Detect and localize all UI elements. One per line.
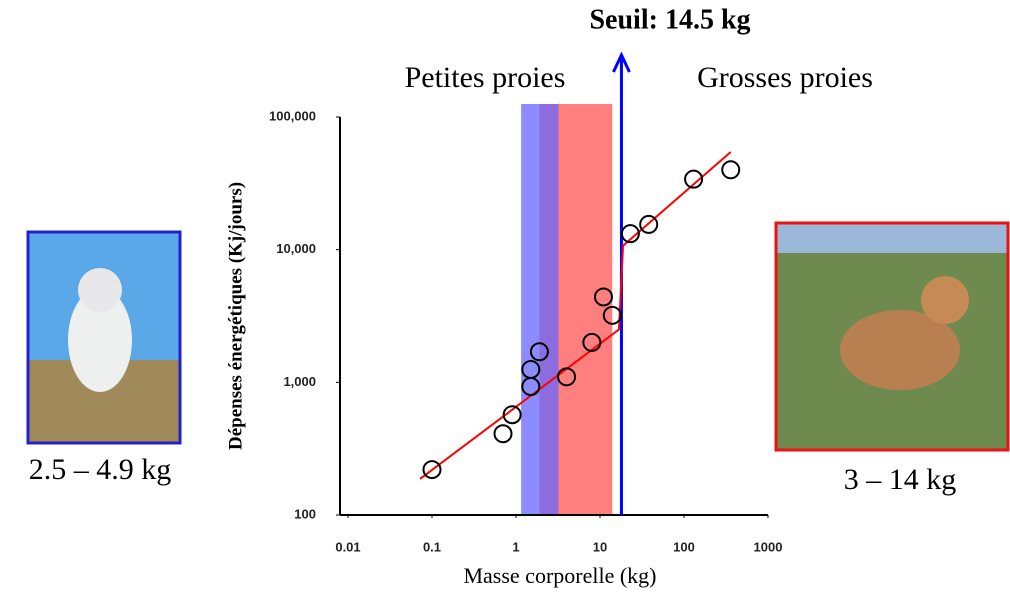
x-tick-label: 0.1 [423,539,441,554]
red-fox-photo [774,221,1010,452]
caption: 3 – 14 kg [844,463,957,496]
annotation: Grosses proies [697,61,873,94]
fit-line [419,151,732,480]
fox-head [78,268,122,312]
y-tick-label: 100,000 [269,108,316,123]
x-tick-label: 100 [673,539,695,554]
fox-head [921,276,969,324]
prey-band [521,104,559,515]
photo-frame [774,221,1010,452]
threshold-arrowhead [612,51,631,73]
data-point [721,160,741,180]
data-point [602,305,622,325]
x-tick-label: 10 [593,539,607,554]
x-tick-label: 1000 [754,539,783,554]
y-axis-label: Dépenses énergétiques (Kj/jours) [225,182,246,450]
x-axis-label: Masse corporelle (kg) [463,563,656,588]
threshold-label: Seuil: 14.5 kg [589,4,750,35]
arctic-fox-photo [26,230,182,445]
caption: 2.5 – 4.9 kg [29,453,172,486]
x-tick-label: 1 [512,539,519,554]
photo-frame [26,230,182,445]
fox [840,310,960,390]
annotation: Petites proies [405,61,566,94]
data-point [502,405,522,425]
data-point [593,287,613,307]
y-tick-label: 10,000 [276,241,316,256]
data-point [684,169,704,189]
data-point [521,377,541,397]
sky [776,223,1008,253]
data-point [422,460,442,480]
data-point [620,224,640,244]
x-tick-label: 0.01 [335,539,360,554]
y-tick-label: 1,000 [283,374,316,389]
data-point [493,424,513,444]
y-tick-label: 100 [294,506,316,521]
data-point [582,332,602,352]
data-point [557,367,577,387]
data-point [529,342,549,362]
data-point [639,214,659,234]
fox [68,288,132,392]
